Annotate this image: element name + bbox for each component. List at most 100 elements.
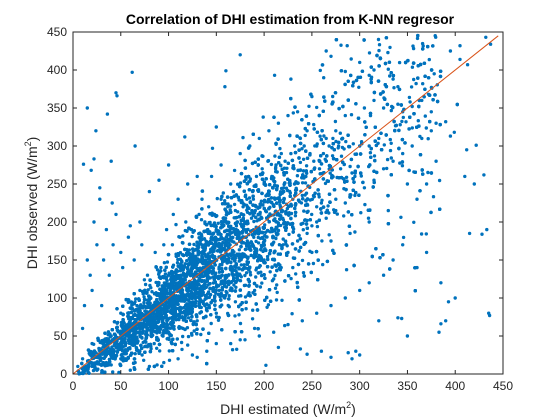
data-point xyxy=(295,110,300,114)
data-point xyxy=(117,370,121,375)
data-point xyxy=(255,266,259,270)
data-point xyxy=(404,120,408,124)
data-point xyxy=(140,243,144,247)
data-point xyxy=(133,144,137,148)
data-point xyxy=(324,216,328,220)
data-point xyxy=(110,201,114,205)
data-point xyxy=(200,197,204,201)
data-point xyxy=(401,235,406,240)
data-point xyxy=(421,82,425,86)
data-point xyxy=(158,349,162,353)
data-point xyxy=(330,154,335,158)
data-point xyxy=(214,311,218,315)
data-point xyxy=(439,281,443,285)
data-point xyxy=(92,157,96,161)
data-point xyxy=(327,144,331,148)
data-point xyxy=(273,273,277,278)
data-point xyxy=(353,174,357,179)
data-point xyxy=(446,300,451,304)
data-point xyxy=(85,106,90,110)
data-point xyxy=(234,273,238,277)
data-point xyxy=(343,296,347,300)
data-point xyxy=(229,182,233,186)
data-point xyxy=(358,60,362,65)
data-point xyxy=(362,106,367,110)
data-point xyxy=(480,232,484,236)
data-point xyxy=(408,100,412,104)
data-point xyxy=(487,313,492,318)
data-point xyxy=(343,201,347,205)
data-point xyxy=(345,44,349,48)
data-point xyxy=(241,135,245,140)
data-point xyxy=(235,347,239,351)
data-point xyxy=(348,164,352,169)
data-point xyxy=(216,221,220,225)
data-point xyxy=(263,233,267,238)
data-point xyxy=(285,166,289,170)
data-point xyxy=(283,323,287,328)
data-point xyxy=(114,212,118,217)
data-point xyxy=(147,364,152,369)
data-point xyxy=(132,258,136,262)
data-point xyxy=(264,363,268,367)
data-point xyxy=(376,37,381,42)
data-point xyxy=(239,275,243,279)
data-point xyxy=(183,135,187,139)
data-point xyxy=(250,317,255,321)
data-point xyxy=(388,74,392,78)
data-point xyxy=(327,211,331,215)
data-point xyxy=(100,303,104,308)
data-point xyxy=(85,258,90,262)
data-point xyxy=(252,219,256,224)
data-point xyxy=(257,334,261,338)
data-point xyxy=(182,305,186,310)
data-point xyxy=(472,182,476,186)
data-point xyxy=(119,250,123,255)
data-point xyxy=(323,181,328,186)
data-point xyxy=(338,131,342,135)
data-point xyxy=(415,197,419,201)
data-point xyxy=(162,261,167,265)
data-point xyxy=(318,68,322,73)
data-point xyxy=(227,241,231,245)
data-point xyxy=(269,162,274,167)
data-point xyxy=(207,205,211,209)
data-point xyxy=(108,335,113,339)
data-point xyxy=(254,275,258,279)
data-point xyxy=(324,49,328,53)
data-point xyxy=(88,273,92,277)
data-point xyxy=(157,178,161,182)
data-point xyxy=(163,272,168,276)
data-point xyxy=(424,182,429,186)
data-point xyxy=(109,159,113,163)
data-point xyxy=(400,119,404,124)
data-point xyxy=(239,263,243,267)
data-point xyxy=(205,349,209,353)
data-point xyxy=(482,173,486,177)
data-point xyxy=(385,166,389,171)
data-point xyxy=(184,220,188,224)
data-point xyxy=(140,353,144,357)
data-point xyxy=(260,281,264,285)
data-point xyxy=(100,352,105,356)
data-point xyxy=(145,273,150,277)
data-point xyxy=(321,262,325,267)
data-point xyxy=(142,295,146,299)
data-point xyxy=(372,154,377,158)
data-point xyxy=(334,139,338,144)
data-point xyxy=(346,351,350,355)
data-point xyxy=(381,167,386,171)
data-point xyxy=(329,303,333,308)
data-point xyxy=(281,237,285,241)
data-point xyxy=(358,288,362,293)
data-point xyxy=(251,197,256,201)
data-point xyxy=(458,57,462,62)
data-point xyxy=(238,279,243,283)
data-point xyxy=(176,197,180,201)
data-point xyxy=(275,283,279,287)
data-point xyxy=(320,198,324,202)
data-point xyxy=(295,239,300,243)
data-point xyxy=(227,305,231,309)
data-point xyxy=(206,290,211,294)
data-point xyxy=(388,148,393,153)
